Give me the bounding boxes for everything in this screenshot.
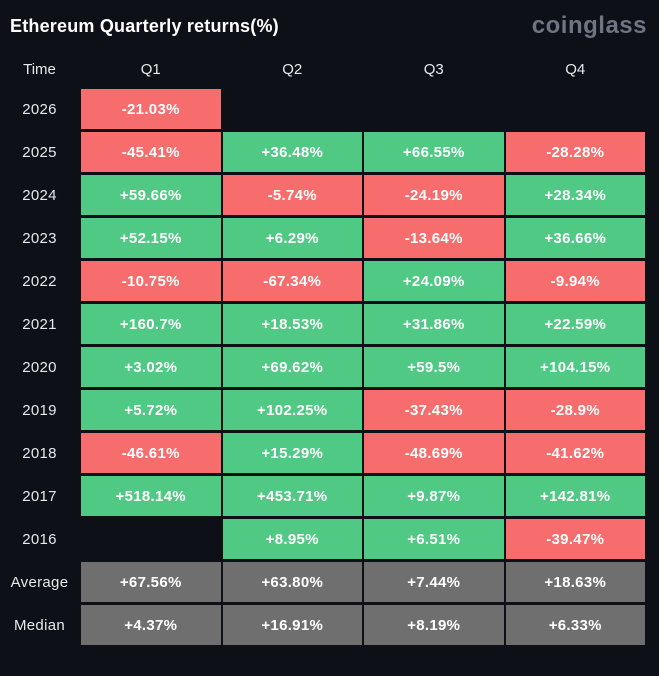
cell-2024-q1: +59.66% <box>81 175 221 215</box>
cell-2017-q1: +518.14% <box>81 476 221 516</box>
row-label-2019: 2019 <box>22 401 57 419</box>
cell-2020-q2: +69.62% <box>222 347 362 387</box>
cell-2018-q2: +15.29% <box>222 433 362 473</box>
cell-2025-q2: +36.48% <box>222 132 362 172</box>
cell-2026-q4 <box>506 89 646 129</box>
row-label-median: Median <box>14 616 65 634</box>
cell-2016-q3: +6.51% <box>364 519 504 559</box>
cell-2022-q2: -67.34% <box>222 261 362 301</box>
cell-2021-q1: +160.7% <box>81 304 221 344</box>
cell-2017-q4: +142.81% <box>505 476 645 516</box>
row-label-2023: 2023 <box>22 229 57 247</box>
cell-2016-q1 <box>81 519 221 559</box>
row-label-2021: 2021 <box>22 315 57 333</box>
cell-median-q1: +4.37% <box>81 605 221 645</box>
row-label-2018: 2018 <box>22 444 57 462</box>
cell-2023-q1: +52.15% <box>81 218 221 258</box>
cell-2025-q3: +66.55% <box>364 132 504 172</box>
cell-2019-q4: -28.9% <box>505 390 645 430</box>
column-header-q3: Q3 <box>423 60 444 78</box>
cell-2018-q1: -46.61% <box>81 433 221 473</box>
row-label-2026: 2026 <box>22 100 57 118</box>
topbar: Ethereum Quarterly returns(%) coinglass <box>0 0 659 44</box>
cell-2024-q2: -5.74% <box>222 175 362 215</box>
cell-2026-q2 <box>223 89 363 129</box>
cell-2019-q2: +102.25% <box>222 390 362 430</box>
cell-2020-q1: +3.02% <box>81 347 221 387</box>
cell-2022-q1: -10.75% <box>81 261 221 301</box>
cell-2025-q4: -28.28% <box>505 132 645 172</box>
cell-2021-q3: +31.86% <box>364 304 504 344</box>
cell-2016-q4: -39.47% <box>505 519 645 559</box>
row-label-average: Average <box>10 573 69 591</box>
column-header-q2: Q2 <box>282 60 303 78</box>
row-label-2016: 2016 <box>22 530 57 548</box>
column-header-q4: Q4 <box>565 60 586 78</box>
cell-2023-q2: +6.29% <box>222 218 362 258</box>
cell-median-q3: +8.19% <box>364 605 504 645</box>
cell-2023-q3: -13.64% <box>364 218 504 258</box>
returns-table: Time Q1 Q2 Q3 Q4 2026 -21.03% 2025 -45.41% +36.48… <box>0 52 645 645</box>
row-label-2024: 2024 <box>22 186 57 204</box>
cell-average-q1: +67.56% <box>81 562 221 602</box>
row-label-2020: 2020 <box>22 358 57 376</box>
row-label-2025: 2025 <box>22 143 57 161</box>
column-header-time: Time <box>23 60 56 78</box>
cell-median-q2: +16.91% <box>222 605 362 645</box>
cell-2019-q1: +5.72% <box>81 390 221 430</box>
cell-2026-q3 <box>364 89 504 129</box>
cell-2020-q3: +59.5% <box>364 347 504 387</box>
cell-2026-q1: -21.03% <box>81 89 221 129</box>
cell-2017-q3: +9.87% <box>364 476 504 516</box>
cell-average-q2: +63.80% <box>222 562 362 602</box>
cell-2025-q1: -45.41% <box>81 132 221 172</box>
cell-2023-q4: +36.66% <box>505 218 645 258</box>
cell-2022-q3: +24.09% <box>364 261 504 301</box>
cell-2018-q3: -48.69% <box>364 433 504 473</box>
cell-2024-q4: +28.34% <box>505 175 645 215</box>
cell-median-q4: +6.33% <box>505 605 645 645</box>
cell-2024-q3: -24.19% <box>364 175 504 215</box>
cell-2017-q2: +453.71% <box>222 476 362 516</box>
page-title: Ethereum Quarterly returns(%) <box>10 15 279 36</box>
cell-average-q3: +7.44% <box>364 562 504 602</box>
row-label-2017: 2017 <box>22 487 57 505</box>
cell-2021-q4: +22.59% <box>505 304 645 344</box>
cell-2016-q2: +8.95% <box>222 519 362 559</box>
cell-2021-q2: +18.53% <box>222 304 362 344</box>
coinglass-logo: coinglass <box>531 12 647 39</box>
cell-2020-q4: +104.15% <box>505 347 645 387</box>
cell-2022-q4: -9.94% <box>505 261 645 301</box>
cell-average-q4: +18.63% <box>505 562 645 602</box>
cell-2019-q3: -37.43% <box>364 390 504 430</box>
column-header-q1: Q1 <box>140 60 161 78</box>
cell-2018-q4: -41.62% <box>505 433 645 473</box>
row-label-2022: 2022 <box>22 272 57 290</box>
